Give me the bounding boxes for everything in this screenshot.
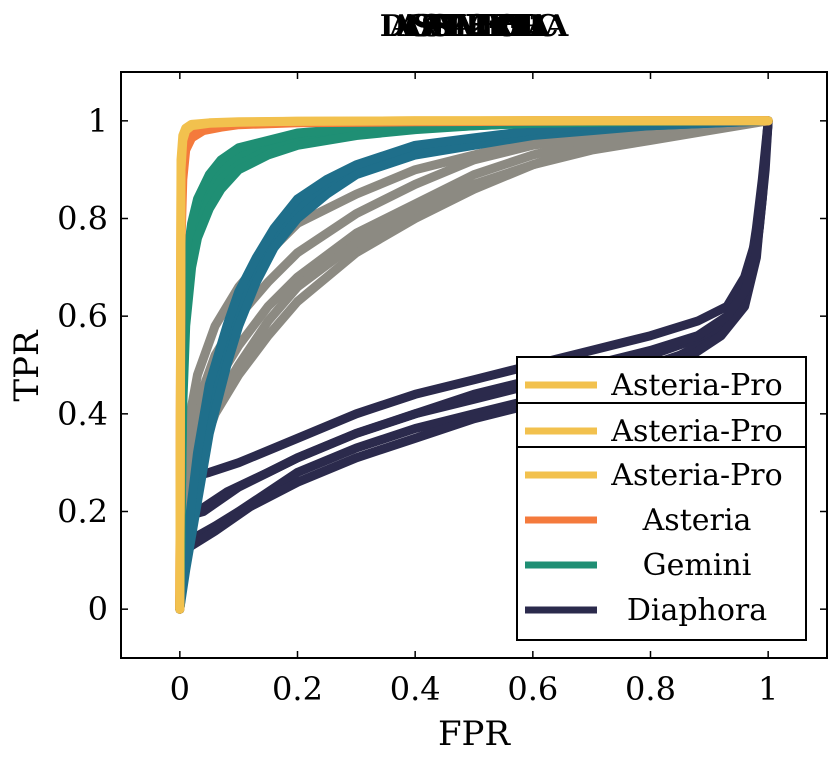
y-tick-label: 0.8 (57, 200, 108, 238)
y-tick-label: 0 (88, 590, 108, 628)
y-tick-label: 1 (88, 102, 108, 140)
legend-label: Asteria-Pro (610, 368, 782, 403)
chart-title-overlap: GEMINI (405, 9, 542, 44)
chart-title-overlap: SAFE (429, 9, 518, 44)
x-tick-label: 0 (170, 670, 190, 708)
legend: Asteria-ProAsteria-ProAsteria-ProAsteria… (516, 356, 807, 641)
legend-frame (516, 356, 807, 404)
x-axis-label: FPR (438, 714, 511, 754)
y-tick-label: 0.6 (57, 297, 108, 335)
legend-box: Asteria-Pro (516, 356, 807, 404)
x-tick-label: 0.8 (625, 670, 676, 708)
y-axis-label: TPR (7, 329, 47, 402)
chart-title-overlap: ASM2VEC (388, 9, 558, 44)
x-tick-label: 1 (758, 670, 778, 708)
series-line-diaphora (175, 116, 773, 614)
chart-title-overlap: ASTERIA (397, 9, 551, 44)
chart-title-overlap: ASTERIA (397, 9, 551, 44)
legend-label: Asteria (642, 503, 752, 538)
chart-title-overlap: DIAPHORA (380, 9, 569, 44)
legend-label: Diaphora (627, 593, 767, 628)
tick-layer: 0 0.2 0.4 0.6 0.8 1 0 0.2 0.4 0.6 0.8 1 (57, 72, 827, 708)
x-tick-label: 0.4 (390, 670, 441, 708)
legend-box: Asteria-Pro (516, 402, 807, 450)
y-tick-label: 0.2 (57, 493, 108, 531)
x-tick-label: 0.2 (272, 670, 323, 708)
y-tick-label: 0.4 (57, 395, 108, 433)
series-line-asteria-pro (175, 116, 773, 614)
plot-frame (120, 71, 828, 659)
legend-label: Gemini (643, 548, 752, 583)
legend-label: Asteria-Pro (610, 414, 782, 449)
x-tick-label: 0.6 (507, 670, 558, 708)
legend-label: Asteria-Pro (610, 458, 782, 493)
legend-frame (516, 402, 807, 450)
legend-box: Asteria-Pro Asteria Gemini Diaphora (516, 446, 807, 641)
